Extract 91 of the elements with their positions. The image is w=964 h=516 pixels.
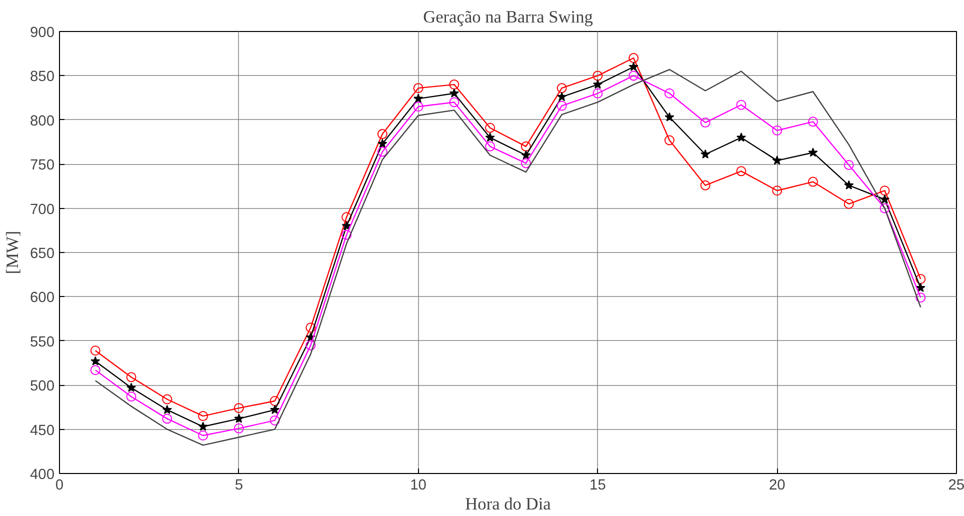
point — [198, 411, 208, 422]
point — [485, 141, 496, 152]
point — [521, 150, 531, 160]
point — [772, 126, 782, 136]
point — [270, 404, 280, 414]
point — [449, 88, 459, 98]
y-tick-label: 750 — [30, 158, 55, 174]
point — [342, 220, 352, 230]
point — [880, 203, 890, 214]
point — [449, 97, 460, 108]
point — [628, 53, 639, 64]
point — [700, 180, 710, 190]
point — [126, 382, 136, 392]
point — [556, 100, 567, 111]
point — [306, 340, 316, 350]
y-tick-label: 600 — [30, 290, 55, 306]
point — [772, 186, 782, 196]
chart-title: Geração na Barra Swing — [423, 8, 594, 26]
point — [270, 415, 280, 426]
point — [90, 356, 100, 366]
point — [377, 129, 388, 140]
x-axis-title: Hora do Dia — [465, 494, 552, 514]
point — [736, 166, 746, 176]
point — [556, 83, 567, 94]
point — [162, 414, 172, 424]
point — [234, 414, 244, 423]
point — [342, 230, 352, 240]
point — [414, 94, 424, 103]
point — [916, 292, 926, 303]
point — [306, 322, 316, 333]
point — [808, 148, 818, 157]
point — [485, 132, 495, 142]
y-tick-label: 900 — [30, 25, 55, 41]
point — [736, 132, 746, 142]
point — [772, 156, 782, 165]
point — [664, 112, 674, 122]
point — [700, 118, 710, 128]
point — [198, 430, 208, 440]
x-tick-label: 10 — [410, 478, 426, 494]
point — [90, 346, 100, 356]
point — [736, 100, 746, 110]
point — [808, 116, 818, 127]
point — [880, 194, 890, 204]
point — [664, 135, 674, 146]
point — [198, 422, 208, 431]
y-tick-label: 450 — [30, 422, 55, 439]
point — [377, 146, 388, 157]
point — [413, 102, 424, 112]
point — [916, 274, 926, 284]
point — [808, 176, 818, 187]
point — [592, 80, 602, 89]
point — [162, 404, 172, 414]
point — [880, 186, 890, 196]
point — [485, 122, 496, 133]
point — [664, 88, 674, 98]
point — [413, 83, 424, 94]
x-tick-label: 15 — [590, 478, 606, 494]
point — [557, 92, 567, 102]
y-tick-label: 400 — [30, 467, 55, 483]
y-tick-label: 700 — [30, 202, 55, 218]
y-tick-label: 500 — [30, 378, 55, 395]
x-tick-label: 5 — [234, 478, 243, 494]
point — [844, 160, 854, 170]
y-tick-label: 800 — [30, 113, 55, 130]
y-tick-label: 650 — [30, 246, 55, 262]
point — [234, 423, 244, 434]
point — [449, 80, 460, 90]
y-tick-label: 850 — [30, 69, 55, 86]
point — [592, 88, 603, 98]
point — [844, 198, 854, 209]
point — [916, 282, 926, 292]
point — [126, 372, 136, 382]
point — [520, 141, 531, 152]
point — [270, 396, 280, 406]
point — [700, 149, 710, 159]
point — [342, 212, 352, 222]
x-tick-label: 0 — [55, 478, 64, 494]
point — [628, 70, 639, 81]
point — [592, 70, 603, 81]
point — [90, 365, 100, 376]
point — [520, 158, 531, 168]
point — [126, 392, 136, 402]
x-tick-label: 25 — [948, 478, 964, 494]
y-tick-label: 550 — [30, 334, 55, 350]
y-axis-title: [MW] — [3, 230, 22, 274]
point — [628, 62, 638, 71]
point — [378, 138, 388, 148]
point — [844, 180, 854, 190]
point — [162, 394, 172, 404]
x-tick-label: 20 — [768, 478, 786, 494]
point — [234, 403, 244, 414]
